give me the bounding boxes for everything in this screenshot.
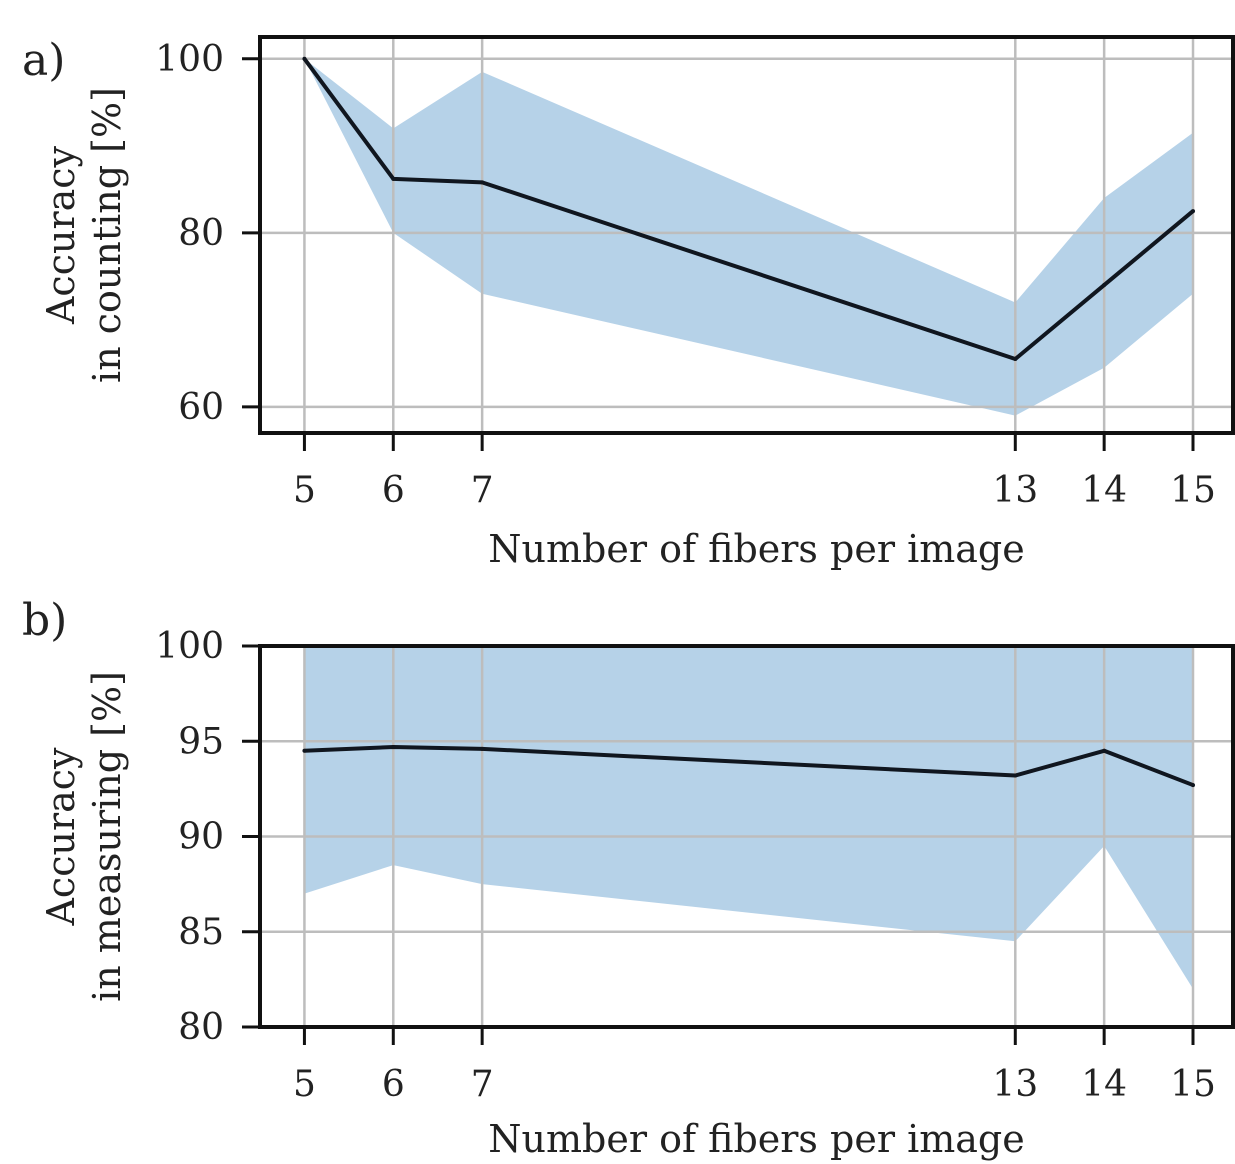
band-area — [304, 646, 1194, 989]
plot-frame — [258, 35, 1235, 435]
y-tick-label: 100 — [155, 626, 224, 667]
y-tick-label: 80 — [178, 213, 224, 254]
data-point — [302, 56, 307, 61]
series-line — [302, 57, 1195, 362]
y-axis-title-line: Accuracy — [39, 145, 83, 325]
data-point — [480, 746, 485, 751]
y-axis-title-line: in counting [%] — [85, 87, 129, 383]
data-point — [1191, 209, 1196, 214]
panel-label-a: a) — [22, 35, 65, 86]
data-point — [391, 744, 396, 749]
data-point — [1013, 357, 1018, 362]
x-tick-label: 15 — [1170, 470, 1216, 511]
chart-panel-b: b) 5 6 7 13 14 15 80 85 90 95 100 Number of fibers … — [22, 595, 1235, 1161]
data-point — [1102, 748, 1107, 753]
x-axis-title: Number of fibers per image — [488, 527, 1024, 571]
y-axis-title-line: Accuracy — [39, 747, 83, 927]
data-point — [302, 748, 307, 753]
data-point — [1102, 283, 1107, 288]
x-tick-label: 5 — [293, 470, 316, 511]
x-tick-label: 7 — [471, 1064, 494, 1105]
x-tick-label: 15 — [1170, 1064, 1216, 1105]
data-point — [1013, 773, 1018, 778]
x-tick-label: 13 — [992, 1064, 1038, 1105]
x-tick-label: 14 — [1081, 1064, 1127, 1105]
y-tick-label: 60 — [178, 387, 224, 428]
data-point — [391, 176, 396, 181]
x-tick-label: 13 — [992, 470, 1038, 511]
y-tick-label: 85 — [178, 912, 224, 953]
chart-panel-a: a) 5 6 7 13 14 15 60 80 100 Number of fibers per … — [22, 35, 1235, 571]
y-tick-label: 100 — [155, 39, 224, 80]
y-tick-label: 90 — [178, 817, 224, 858]
data-point — [480, 180, 485, 185]
x-tick-label: 7 — [471, 470, 494, 511]
x-tick-label: 6 — [382, 470, 405, 511]
x-tick-label: 6 — [382, 1064, 405, 1105]
data-point — [1191, 783, 1196, 788]
y-axis-title-line: in measuring [%] — [85, 671, 129, 1002]
x-axis-title: Number of fibers per image — [488, 1117, 1024, 1161]
band-area — [304, 58, 1194, 416]
y-tick-label: 95 — [178, 721, 224, 762]
series-line — [304, 744, 1194, 787]
y-tick-label: 80 — [178, 1007, 224, 1048]
panel-label-b: b) — [22, 595, 67, 646]
x-tick-label: 5 — [293, 1064, 316, 1105]
x-tick-label: 14 — [1081, 470, 1127, 511]
